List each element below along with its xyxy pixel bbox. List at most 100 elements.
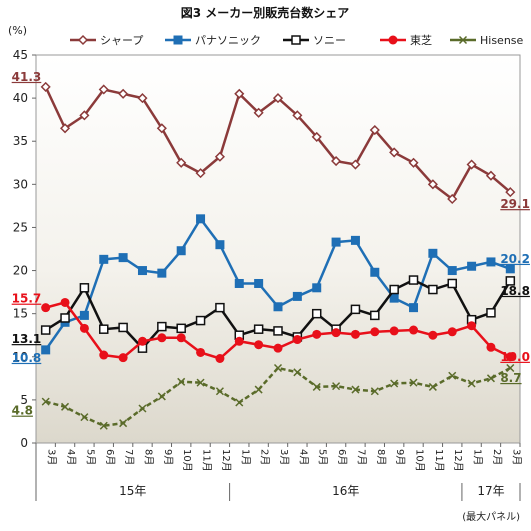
x-tick-label: 7月 (123, 449, 135, 465)
data-point (99, 324, 109, 334)
x-tick-label: 2月 (491, 449, 503, 465)
data-point (195, 168, 206, 179)
data-point-stroke (138, 404, 147, 413)
legend-label: 東芝 (410, 34, 432, 47)
data-point (79, 323, 89, 333)
x-tick-label: 3月 (510, 449, 522, 465)
chart-title: 図3 メーカー別販売台数シェア (181, 5, 350, 20)
data-point (234, 278, 244, 288)
data-point (195, 315, 206, 326)
x-tick-label: 8月 (142, 449, 154, 465)
data-point (40, 81, 51, 92)
y-tick-label: 10 (13, 350, 28, 364)
x-tick-label: 4月 (65, 449, 77, 465)
data-point (467, 321, 477, 331)
data-point (138, 404, 147, 413)
data-point (80, 413, 89, 422)
data-point (350, 329, 360, 339)
x-tick-label: 12月 (452, 449, 464, 472)
data-point (369, 124, 380, 136)
last-value-label: 18.8 (500, 284, 530, 298)
data-point (60, 313, 70, 323)
x-tick-label: 6月 (104, 449, 116, 465)
data-point (99, 421, 108, 430)
legend-item-3: 東芝 (380, 34, 432, 47)
x-tick-label: 5月 (84, 449, 96, 465)
panel-note: (最大パネル) (462, 510, 520, 523)
last-value-label: 8.7 (500, 371, 521, 385)
data-point (389, 326, 399, 336)
y-tick-label: 5 (20, 393, 28, 407)
data-point-stroke (254, 385, 263, 394)
data-point (467, 261, 477, 271)
data-point (41, 303, 51, 313)
data-point (312, 283, 322, 293)
data-point-stroke (80, 413, 89, 422)
data-point-stroke (467, 379, 476, 388)
legend-label: シャープ (100, 34, 143, 47)
x-tick-label: 4月 (297, 449, 309, 465)
end-labels: 41.3 29.1 10.8 20.2 13.1 18.8 15.7 10.0 4.8 8.7 (12, 70, 530, 418)
data-point (486, 257, 496, 267)
data-point (370, 387, 379, 396)
data-point (196, 214, 206, 224)
data-point (312, 382, 321, 391)
data-point (176, 246, 186, 256)
data-point (458, 35, 468, 45)
data-point (119, 419, 128, 428)
x-tick-label: 11月 (433, 449, 445, 472)
y-tick-label: 45 (13, 48, 28, 62)
legend: シャープ パナソニック ソニー 東芝 Hisense (70, 34, 524, 47)
data-point (41, 345, 51, 355)
data-point (118, 322, 128, 333)
data-point (409, 303, 419, 313)
data-point (215, 387, 224, 396)
x-tick-label: 9月 (394, 449, 406, 465)
data-point (234, 88, 245, 99)
last-value-label: 10.0 (500, 350, 530, 364)
x-tick-label: 9月 (162, 449, 174, 465)
series-4 (41, 363, 515, 430)
series-layer (40, 81, 516, 430)
y-tick-label: 0 (20, 436, 28, 450)
x-tick-label: 3月 (278, 449, 290, 465)
data-point-stroke (486, 374, 495, 383)
data-point (59, 123, 71, 134)
data-point (214, 151, 225, 162)
y-tick-label: 25 (13, 220, 28, 234)
x-tick-label: 3月 (46, 449, 58, 465)
x-tick-label: 5月 (317, 449, 329, 465)
data-point-stroke (41, 397, 50, 406)
data-point (292, 335, 302, 345)
data-point-stroke (235, 398, 244, 407)
data-point-stroke (351, 385, 360, 394)
x-tick-label: 10月 (181, 449, 193, 472)
y-tick-label: 35 (13, 134, 28, 148)
y-tick-label: 15 (13, 307, 28, 321)
x-tick-label: 7月 (355, 449, 367, 465)
data-point (253, 324, 264, 334)
data-point (99, 254, 109, 264)
data-point (448, 371, 457, 380)
data-point (311, 308, 322, 319)
data-point (388, 35, 398, 45)
data-point (505, 187, 516, 198)
data-point (254, 385, 263, 394)
series-2 (40, 275, 516, 353)
data-point (485, 170, 497, 181)
data-point (350, 235, 360, 245)
data-point (273, 343, 283, 353)
data-point (293, 368, 302, 377)
data-point (118, 353, 128, 363)
data-point (196, 378, 205, 387)
x-tick-label: 1月 (239, 449, 251, 465)
plot-area (35, 54, 521, 444)
first-value-label: 13.1 (12, 332, 42, 346)
y-tick-label: 20 (13, 264, 28, 278)
data-point-stroke (273, 363, 283, 373)
data-point (370, 310, 380, 321)
data-point (331, 237, 341, 247)
data-point (427, 179, 438, 190)
